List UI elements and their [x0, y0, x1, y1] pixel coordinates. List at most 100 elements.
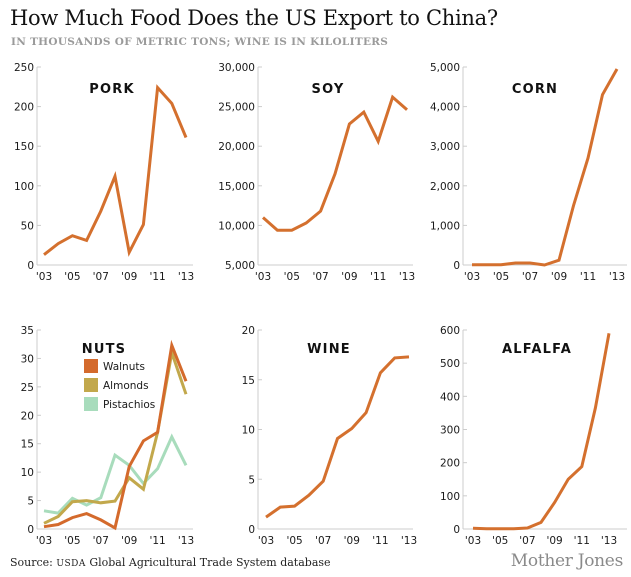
panel-title: ALFALFA	[502, 342, 572, 357]
y-tick-label: 0	[248, 524, 255, 536]
y-tick-label: 100	[14, 181, 34, 193]
chart-subtitle: IN THOUSANDS OF METRIC TONS; WINE IS IN …	[11, 36, 389, 48]
y-tick-label: 20	[21, 410, 34, 422]
legend-label-walnuts: Walnuts	[103, 361, 145, 373]
x-tick-label: '13	[609, 271, 625, 283]
brand-logo: Mother Jones	[510, 551, 624, 571]
source-prefix: Source:	[10, 556, 57, 569]
y-tick-label: 50	[21, 220, 34, 232]
x-tick-label: '05	[64, 535, 80, 547]
series-line-walnuts	[43, 339, 188, 531]
x-tick-label: '09	[546, 535, 562, 547]
x-tick-label: '11	[580, 271, 596, 283]
panel-title: CORN	[512, 82, 558, 97]
panel-corn: 0 1,000 2,000 3,000 4,000 5,000 '03 '05 '07 '09 '1…	[430, 62, 627, 283]
y-tick-label: 0	[27, 524, 34, 536]
y-tick-label: 200	[14, 102, 34, 114]
series-line-pork	[43, 84, 188, 257]
panel-title: PORK	[89, 82, 134, 97]
legend-label-almonds: Almonds	[103, 380, 149, 392]
series-line-soy	[262, 94, 408, 232]
x-tick-label: '03	[36, 271, 52, 283]
panel-nuts: 0 5 10 15 20 25 30 35 '03 '05 '07 '09 '11 '13 NUTS Waln…	[21, 325, 195, 547]
series-line-corn	[472, 68, 619, 267]
y-tick-label: 2,000	[430, 181, 460, 193]
y-tick-label: 10	[21, 467, 34, 479]
x-tick-label: '09	[121, 271, 137, 283]
y-tick-label: 30	[21, 353, 34, 365]
y-tick-label: 0	[453, 524, 460, 536]
source-rest: Global Agricultural Trade System databas…	[85, 556, 331, 569]
x-tick-label: '09	[341, 271, 357, 283]
y-tick-label: 20,000	[218, 141, 255, 153]
x-tick-label: '05	[493, 271, 509, 283]
x-tick-label: '03	[465, 535, 481, 547]
x-tick-label: '09	[121, 535, 137, 547]
panel-title: NUTS	[82, 342, 126, 357]
x-tick-label: '05	[64, 271, 80, 283]
series-line-almonds	[43, 346, 188, 525]
x-tick-label: '03	[36, 535, 52, 547]
y-tick-label: 5	[248, 474, 255, 486]
y-tick-label: 10,000	[218, 220, 255, 232]
y-tick-label: 300	[440, 425, 460, 437]
y-tick-label: 25	[21, 382, 34, 394]
x-tick-label: '13	[399, 271, 415, 283]
panel-title: WINE	[307, 342, 351, 357]
x-tick-label: '09	[344, 535, 360, 547]
panel-soy: 5,000 10,000 15,000 20,000 25,000 30,000 '03 '0…	[218, 62, 415, 283]
x-tick-label: '03	[464, 271, 480, 283]
x-tick-label: '13	[178, 271, 194, 283]
x-tick-label: '05	[492, 535, 508, 547]
legend-swatch-pistachios	[84, 397, 98, 411]
y-tick-label: 200	[440, 458, 460, 470]
x-tick-label: '07	[522, 271, 538, 283]
panel-pork: 0 50 100 150 200 250 '03 '05 '07 '09 '11 '13 PORK	[14, 62, 194, 283]
y-tick-label: 5,000	[430, 62, 460, 74]
x-tick-label: '03	[255, 271, 271, 283]
legend-swatch-almonds	[84, 378, 98, 392]
y-tick-label: 400	[440, 391, 460, 403]
y-tick-label: 30,000	[218, 62, 255, 74]
source-note: Source: USDA Global Agricultural Trade S…	[10, 556, 331, 569]
panel-title: SOY	[312, 82, 345, 97]
y-tick-label: 20	[242, 325, 255, 337]
source-agency: USDA	[56, 559, 86, 569]
y-tick-label: 0	[453, 260, 460, 272]
panel-wine: 0 5 10 15 20 '03 '05 '07 '09 '11 '13 WINE	[242, 325, 418, 547]
x-tick-label: '11	[149, 535, 165, 547]
x-tick-label: '11	[370, 271, 386, 283]
y-tick-label: 4,000	[430, 102, 460, 114]
y-tick-label: 5,000	[225, 260, 255, 272]
x-tick-label: '05	[286, 535, 302, 547]
y-tick-label: 1,000	[430, 220, 460, 232]
chart-title: How Much Food Does the US Export to Chin…	[10, 6, 498, 30]
legend-swatch-walnuts	[84, 359, 98, 373]
x-tick-label: '07	[315, 535, 331, 547]
legend: Walnuts Almonds Pistachios	[84, 359, 155, 411]
y-tick-label: 15	[242, 375, 255, 387]
y-tick-label: 10	[242, 425, 255, 437]
x-tick-label: '13	[401, 535, 417, 547]
series-line-alfalfa	[472, 333, 611, 531]
series-line-pistachios	[43, 433, 188, 515]
x-tick-label: '11	[372, 535, 388, 547]
x-tick-label: '07	[93, 535, 109, 547]
panel-alfalfa: 0 100 200 300 400 500 600 '03 '05 '07 '09 '11 '13 ALF…	[440, 325, 627, 547]
y-tick-label: 150	[14, 141, 34, 153]
x-tick-label: '11	[149, 271, 165, 283]
y-tick-label: 500	[440, 358, 460, 370]
y-tick-label: 25,000	[218, 102, 255, 114]
x-tick-label: '07	[312, 271, 328, 283]
x-tick-label: '13	[601, 535, 617, 547]
y-tick-label: 15	[21, 439, 34, 451]
y-tick-label: 0	[27, 260, 34, 272]
series-line-wine	[265, 355, 410, 519]
y-tick-label: 250	[14, 62, 34, 74]
x-tick-label: '07	[93, 271, 109, 283]
y-tick-label: 100	[440, 491, 460, 503]
x-tick-label: '13	[178, 535, 194, 547]
x-tick-label: '07	[519, 535, 535, 547]
x-tick-label: '09	[551, 271, 567, 283]
